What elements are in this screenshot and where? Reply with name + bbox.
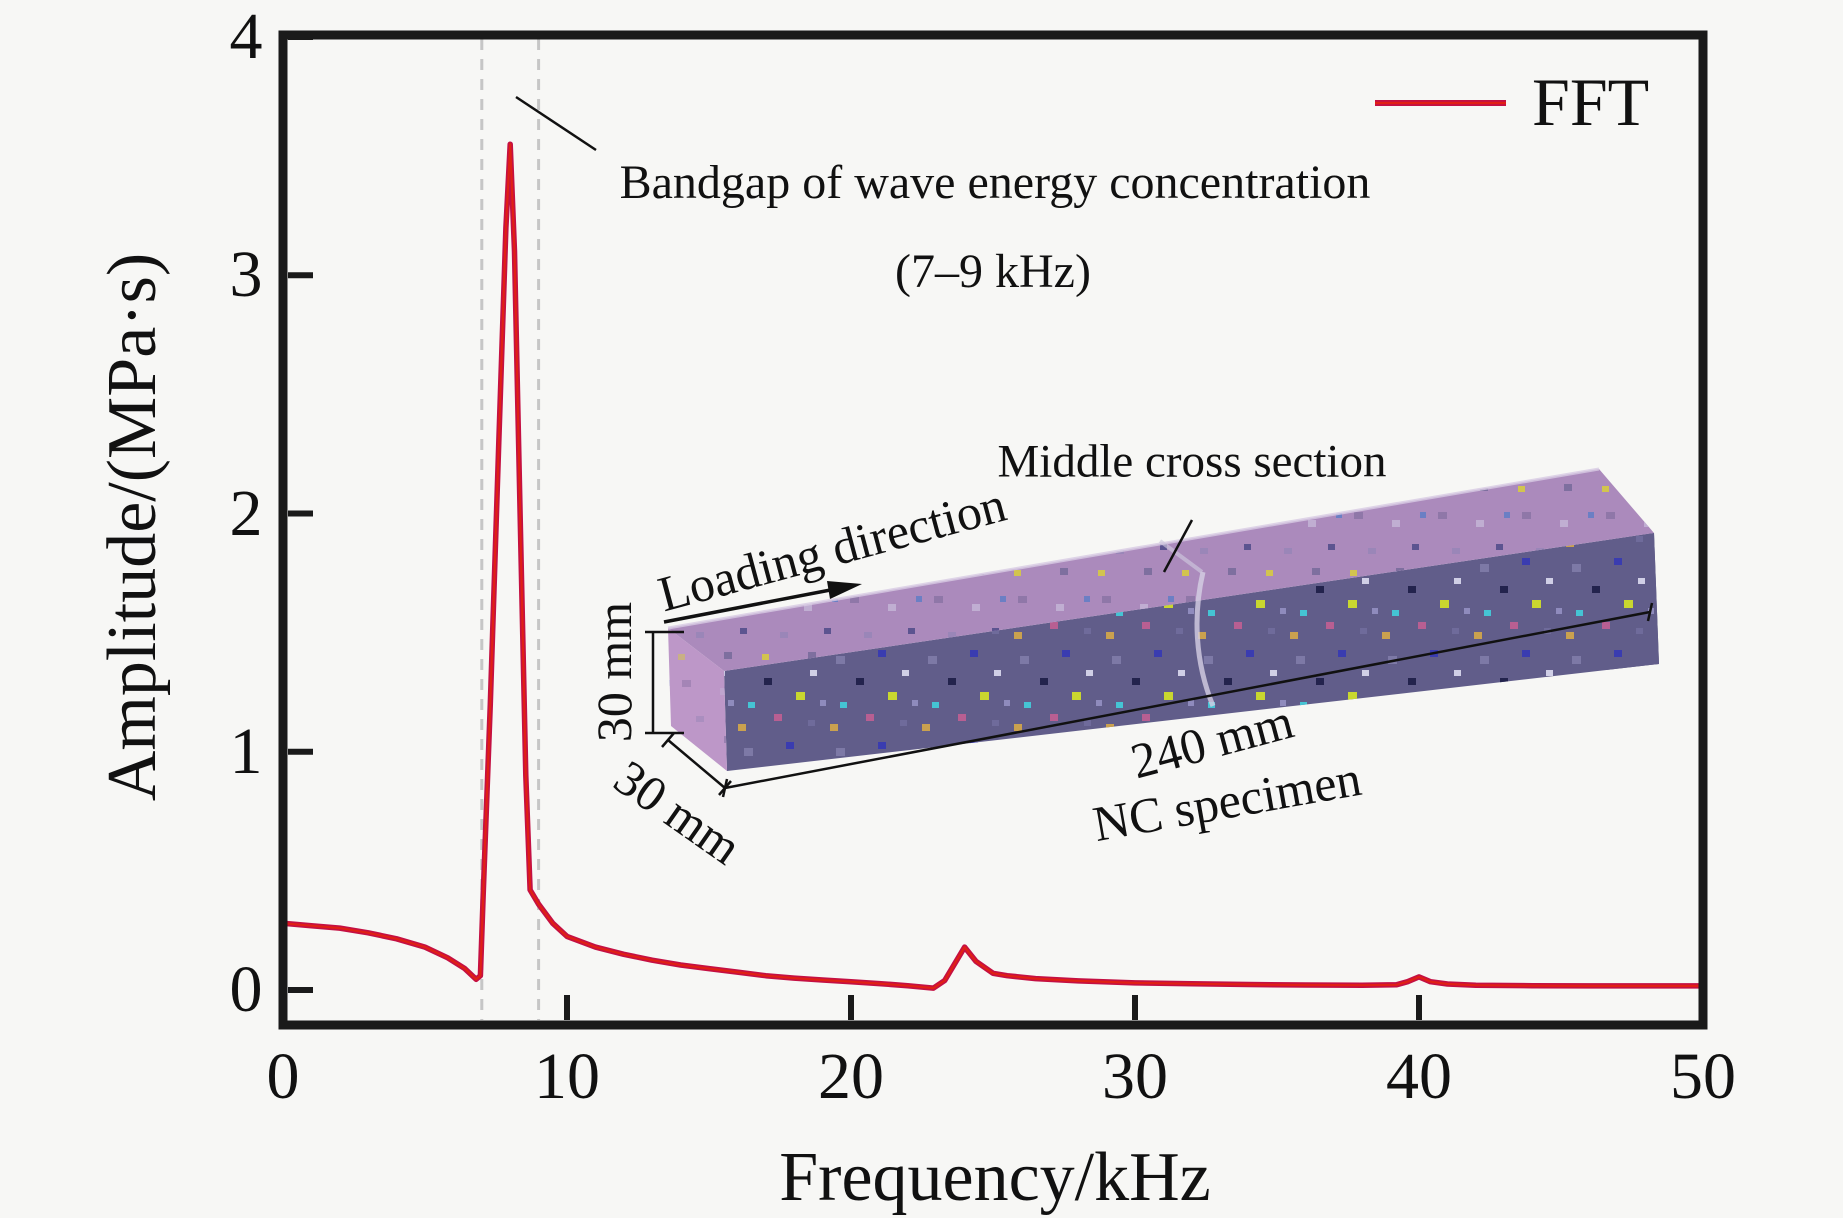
y-axis-title: Amplitude/(MPa·s) xyxy=(94,252,171,802)
bandgap-leader-line xyxy=(515,95,597,152)
y-tick-label: 1 xyxy=(229,714,263,788)
x-tick-label: 20 xyxy=(818,1040,884,1113)
x-tick-label: 10 xyxy=(534,1040,600,1113)
x-tick-label: 0 xyxy=(266,1040,300,1113)
specimen-inset xyxy=(645,467,1659,798)
y-tick-label: 3 xyxy=(229,238,263,312)
bandgap-annotation-line2: (7–9 kHz) xyxy=(895,245,1091,298)
legend-label-fft: FFT xyxy=(1532,64,1650,140)
x-tick-label: 40 xyxy=(1386,1040,1452,1113)
beam-top-edge xyxy=(667,467,1600,630)
x-tick-label: 50 xyxy=(1670,1040,1736,1113)
y-tick-label: 0 xyxy=(229,953,263,1026)
x-tick-label: 30 xyxy=(1102,1040,1168,1113)
plot-frame xyxy=(278,30,1708,1030)
height-30mm-label: 30 mm xyxy=(586,601,642,743)
y-tick-label: 4 xyxy=(229,0,263,73)
middle-cross-section-label: Middle cross section xyxy=(997,435,1387,488)
x-axis-title: Frequency/kHz xyxy=(779,1139,1211,1216)
dimension-line-height xyxy=(645,630,684,735)
bandgap-dashed-lines xyxy=(480,39,541,1020)
middle-section-line xyxy=(1194,571,1216,707)
middle-section-top-line xyxy=(1158,539,1204,574)
dimension-line-length xyxy=(721,602,1654,798)
middle-section-leader-line xyxy=(1162,519,1194,573)
fft-curve-core xyxy=(281,143,1705,990)
bandgap-annotation-line1: Bandgap of wave energy concentration xyxy=(619,156,1371,209)
y-tick-label: 2 xyxy=(229,476,263,550)
loading-arrow xyxy=(663,581,862,624)
